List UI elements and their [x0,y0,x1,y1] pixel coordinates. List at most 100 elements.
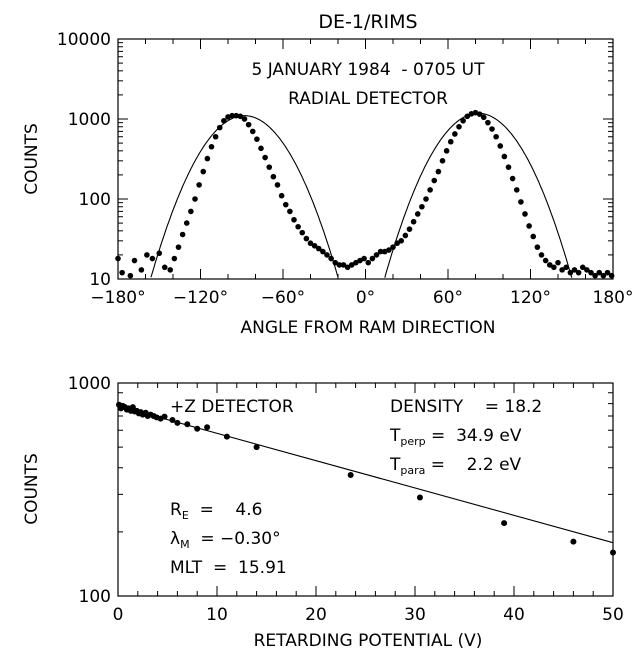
top-data-point [522,211,528,217]
bottom-x-axis: 0 10 20 30 40 50 [113,383,624,625]
top-data-point [266,164,273,170]
top-y-tick-label: 100 [79,190,111,210]
top-data-point [546,262,553,268]
top-data-point [386,247,392,253]
top-data-point [278,192,285,199]
bottom-data-point [169,417,176,424]
top-data-point [559,267,565,273]
top-data-point [579,264,586,271]
top-data-point [156,250,163,257]
bottom-y-axis: 100 1000 [68,374,613,607]
top-data-point [245,121,252,128]
top-data-point [538,252,545,258]
top-data-point [237,113,244,120]
top-data-point [530,233,537,240]
top-data-point [249,128,256,135]
top-data-point [563,264,570,271]
top-data-point [402,232,409,239]
top-data-point [332,259,339,266]
top-y-label: COUNTS [22,123,42,195]
bottom-x-tick-label: 0 [113,605,124,625]
top-x-tick-label: −180° [90,288,145,308]
top-data-point [161,264,168,271]
bottom-data-point [174,419,181,426]
top-data-point [406,226,413,232]
top-data-point [447,138,454,145]
top-data-point [567,269,574,276]
top-data-point [303,235,310,242]
top-data-point [394,240,400,247]
top-data-point [344,264,351,271]
top-data-point [513,187,520,193]
bottom-data-point [501,520,508,527]
top-data-point [291,216,297,223]
bottom-plot-frame [117,382,614,597]
top-data-point [377,248,384,255]
top-data-point [596,269,603,276]
top-data-point [311,243,318,249]
top-data-point [353,259,359,266]
bottom-annotation-detector: +Z DETECTOR [170,397,294,417]
top-data-point [526,223,532,229]
bottom-data-point [204,424,211,431]
top-x-tick-label: 0° [356,288,375,308]
top-data-point [456,123,462,130]
bottom-data-point [194,425,201,432]
top-data-point [365,259,372,266]
bottom-fit-line-segment [117,405,614,544]
top-data-point [551,264,557,271]
bottom-data-points [115,401,616,556]
top-data-point [115,255,121,262]
top-data-point [188,208,194,215]
top-data-point [167,267,174,273]
top-data-point [584,267,590,273]
top-data-point [571,267,578,273]
top-data-point [258,145,264,152]
top-data-point [221,117,227,124]
top-x-tick-label: 180° [593,288,634,308]
top-x-tick-label: 60° [433,288,463,308]
bottom-x-tick-label: 20 [305,605,327,625]
top-data-point [452,131,458,137]
top-data-point [270,173,277,180]
top-data-point [361,255,367,262]
bottom-annotation-density: DENSITY = 18.2 [390,397,542,417]
top-data-point [497,143,504,149]
top-data-point [175,244,182,250]
top-x-label: ANGLE FROM RAM DIRECTION [240,318,495,338]
top-data-point [282,201,289,208]
top-data-point [320,248,326,255]
top-data-point [534,244,541,250]
top-data-point [439,158,446,164]
top-x-tick-label: −120° [173,288,228,308]
bottom-data-point [184,421,191,428]
top-data-point [443,148,450,154]
top-data-point [518,199,524,205]
top-data-point [509,175,516,182]
bottom-annotation-tperp: Tperp = 34.9 eV [389,426,522,448]
top-data-point [604,269,611,276]
top-data-point [501,153,508,160]
bottom-y-label: COUNTS [22,453,42,525]
top-data-point [307,240,314,247]
top-annotation-detector: RADIAL DETECTOR [288,89,448,109]
top-data-point [480,114,487,121]
top-data-point [427,187,433,193]
top-data-point [460,117,466,124]
bottom-fit-line [117,405,614,544]
top-data-point [179,231,186,238]
top-data-point [262,154,268,161]
top-data-point [171,255,178,262]
top-x-axis: −180° −120° −60° 0° 60° 120° 180° [90,39,633,308]
bottom-x-label: RETARDING POTENTIAL (V) [254,631,483,651]
bottom-annotation-mlt: MLT = 15.91 [170,558,287,578]
bottom-data-point [570,538,577,545]
top-y-tick-label: 10000 [57,30,111,50]
bottom-data-point [223,433,230,440]
top-y-tick-label: 10 [89,270,111,290]
top-data-point [299,229,306,236]
top-data-point [588,269,594,276]
top-fit-peak [150,115,339,278]
top-data-point [464,113,471,120]
